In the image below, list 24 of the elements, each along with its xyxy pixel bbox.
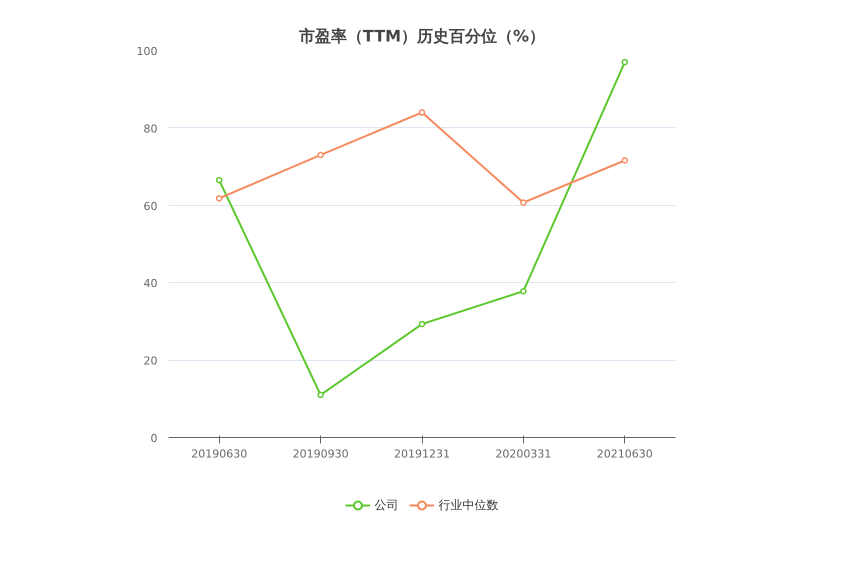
point <box>317 392 324 398</box>
point <box>622 157 628 164</box>
y-tick-label: 60 <box>144 200 158 213</box>
x-tick-label: 20191231 <box>394 448 450 460</box>
y-tick-label: 0 <box>150 432 158 445</box>
x-tick-label: 20190930 <box>292 448 349 460</box>
chart-title: 市盈率（TTM）历史百分位（%） <box>298 26 546 46</box>
point <box>520 288 527 294</box>
y-tick-label: 100 <box>136 45 158 58</box>
point <box>418 320 426 328</box>
y-tick-label: 40 <box>144 277 158 290</box>
point <box>622 58 628 66</box>
y-tick-label: 20 <box>144 354 158 368</box>
point <box>317 152 324 158</box>
point <box>216 176 222 184</box>
point <box>520 199 527 206</box>
point <box>418 109 426 116</box>
legend-label: 公司 <box>374 496 398 514</box>
x-tick-label: 20190630 <box>191 448 248 460</box>
x-tick-label: 20200331 <box>495 448 552 460</box>
x-tick-label: 20210630 <box>596 448 653 460</box>
y-tick-label: 80 <box>144 122 158 136</box>
point <box>216 195 222 202</box>
legend-label: 行业中位数 <box>438 496 498 514</box>
